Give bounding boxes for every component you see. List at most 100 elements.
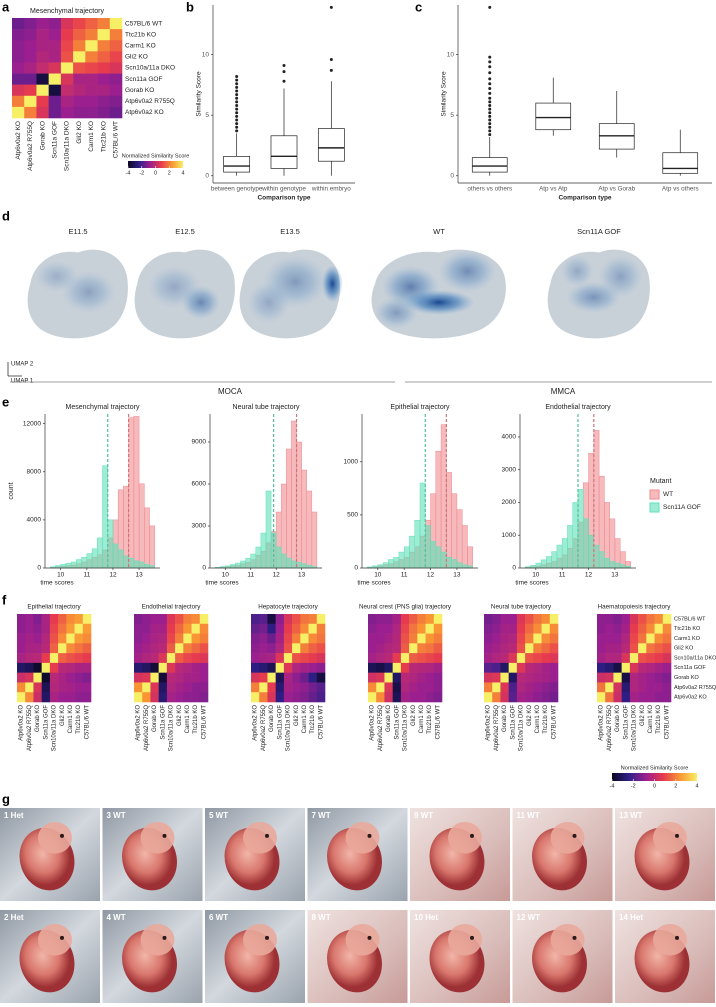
heatmap-cell: [150, 672, 159, 683]
heatmap-cell: [292, 623, 301, 634]
heatmap-cell: [433, 614, 443, 625]
heatmap-cell: [549, 614, 559, 625]
heatmap-cell: [109, 95, 123, 108]
panel-letter: c: [415, 0, 422, 14]
column-label: Atp6v0a2 KO: [370, 705, 376, 741]
embryo-head: [38, 923, 72, 956]
outlier: [488, 96, 492, 100]
heatmap-cell: [134, 662, 143, 673]
heatmap-cell: [275, 692, 285, 703]
heatmap-cell: [134, 633, 143, 644]
histogram-bar: [425, 525, 431, 569]
heatmap-cell: [41, 672, 51, 683]
heatmap-cell: [492, 643, 501, 654]
heatmap-cell: [183, 692, 192, 703]
heatmap-cell: [300, 614, 309, 625]
histogram-bar: [144, 507, 150, 569]
heatmap-cell: [283, 682, 293, 693]
heatmap-cell: [17, 653, 26, 664]
heatmap-cell: [183, 614, 192, 625]
histogram-bar: [461, 564, 468, 569]
column-label: Scn11a GOF: [510, 705, 516, 740]
heatmap-cell: [58, 643, 67, 654]
heatmap-cell: [597, 633, 606, 644]
outlier: [235, 104, 239, 108]
heatmap-cell: [308, 643, 318, 654]
heatmap-cell: [199, 614, 209, 625]
embryo-eye: [162, 833, 167, 838]
heatmap-cell: [66, 623, 75, 634]
histogram-bar: [76, 559, 82, 569]
heatmap-cell: [417, 662, 426, 673]
heatmap-cell: [613, 623, 622, 634]
heatmap-cell: [97, 95, 111, 108]
umap-axis-label: UMAP 1: [11, 379, 34, 385]
heatmap-cell: [191, 672, 201, 683]
heatmap-cell: [158, 662, 168, 673]
histogram-bar: [81, 556, 88, 569]
heatmap-cell: [74, 672, 84, 683]
heatmap-cell: [417, 653, 426, 664]
heatmap-cell: [158, 682, 168, 693]
heatmap-cell: [376, 633, 385, 644]
heatmap-cell: [73, 18, 86, 30]
heatmap-cell: [508, 682, 518, 693]
outlier: [235, 114, 239, 118]
heatmap-cell: [368, 682, 377, 693]
histogram-bar: [286, 448, 292, 569]
heatmap-cell: [613, 692, 622, 703]
embryo-head: [448, 923, 482, 956]
heatmap-cell: [74, 614, 84, 625]
heatmap-cell: [508, 662, 518, 673]
embryo-head: [38, 821, 72, 854]
heatmap-cell: [597, 653, 606, 664]
outlier: [235, 100, 239, 104]
heatmap-cell: [275, 643, 285, 654]
heatmap-cell: [183, 653, 192, 664]
histogram-bar: [398, 551, 405, 569]
heatmap-cell: [392, 643, 402, 654]
heatmap-cell: [24, 95, 37, 108]
heatmap-cell: [621, 692, 631, 703]
heatmap-cell: [259, 692, 268, 703]
histogram-bar: [311, 511, 318, 569]
histogram-bar: [556, 544, 563, 569]
histogram-bar: [107, 519, 114, 569]
heatmap-cell: [500, 682, 509, 693]
heatmap-cell: [433, 633, 443, 644]
heatmap-cell: [175, 692, 184, 703]
heatmap-cell: [417, 643, 426, 654]
histogram-bar: [561, 538, 568, 569]
heatmap-cell: [191, 633, 201, 644]
outlier: [235, 122, 239, 126]
histogram-bar: [70, 561, 77, 569]
heatmap-cell: [292, 662, 301, 673]
x-axis-label: time scores: [357, 580, 391, 587]
y-tick-label: 10: [447, 51, 455, 58]
x-tick-label: 12: [273, 572, 281, 579]
x-tick-label: 10: [222, 572, 230, 579]
heatmap-cell: [508, 692, 518, 703]
row-label: C57BL/6 WT: [125, 20, 162, 27]
heatmap-cell: [316, 643, 326, 654]
heatmap-cell: [49, 692, 59, 703]
outlier: [488, 107, 492, 111]
heatmap-cell: [142, 614, 151, 625]
heatmap-cell: [150, 614, 159, 625]
heatmap-cell: [605, 662, 614, 673]
heatmap-cell: [259, 623, 268, 634]
histogram-bar: [306, 564, 313, 569]
column-label: Atp6v0a2 R755Q: [494, 705, 500, 751]
panel-title: Epithelial trajectory: [390, 404, 450, 411]
heatmap-cell: [484, 633, 493, 644]
embryo-head: [243, 923, 277, 956]
heatmap-cell: [425, 692, 435, 703]
row-label: Atp6v0a2 R755Q: [674, 685, 716, 691]
heatmap-cell: [638, 653, 647, 664]
heatmap-cell: [33, 614, 42, 625]
heatmap-cell: [109, 106, 123, 119]
outlier: [488, 60, 492, 64]
heatmap-cell: [292, 692, 301, 703]
embryo-eye: [572, 833, 577, 838]
heatmap-cell: [199, 633, 209, 644]
